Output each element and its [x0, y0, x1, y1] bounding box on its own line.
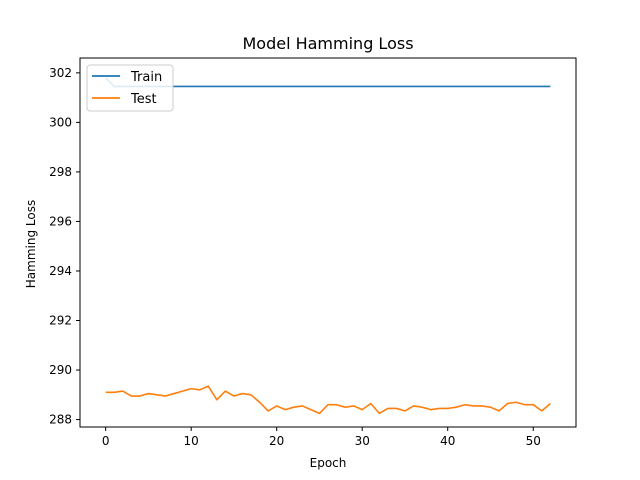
legend-label-train: Train: [130, 70, 162, 85]
x-axis-title: Epoch: [310, 456, 347, 470]
y-tick-label: 302: [49, 66, 72, 80]
y-tick-label: 300: [49, 115, 72, 129]
x-tick-label: 50: [526, 434, 541, 448]
x-tick-label: 20: [269, 434, 284, 448]
y-tick-label: 296: [49, 214, 72, 228]
y-axis-title: Hamming Loss: [24, 200, 38, 288]
x-axis: 0 10 20 30 40 50: [102, 427, 541, 448]
chart-title: Model Hamming Loss: [242, 34, 413, 53]
series-line-test: [105, 385, 551, 415]
x-tick-label: 0: [102, 434, 110, 448]
plot-area: [79, 57, 577, 428]
legend-label-test: Test: [130, 92, 157, 107]
x-tick-label: 40: [440, 434, 455, 448]
y-tick-label: 292: [49, 314, 72, 328]
x-tick-label: 10: [184, 434, 199, 448]
y-tick-label: 290: [49, 363, 72, 377]
legend: Train Test: [86, 64, 174, 112]
series-line-train: [105, 77, 551, 88]
y-tick-label: 288: [49, 413, 72, 427]
plot-frame: [79, 57, 577, 428]
y-axis: 288 290 292 294 296 298 300 302: [49, 66, 80, 427]
x-tick-label: 30: [355, 434, 370, 448]
y-tick-label: 294: [49, 264, 72, 278]
y-tick-label: 298: [49, 165, 72, 179]
